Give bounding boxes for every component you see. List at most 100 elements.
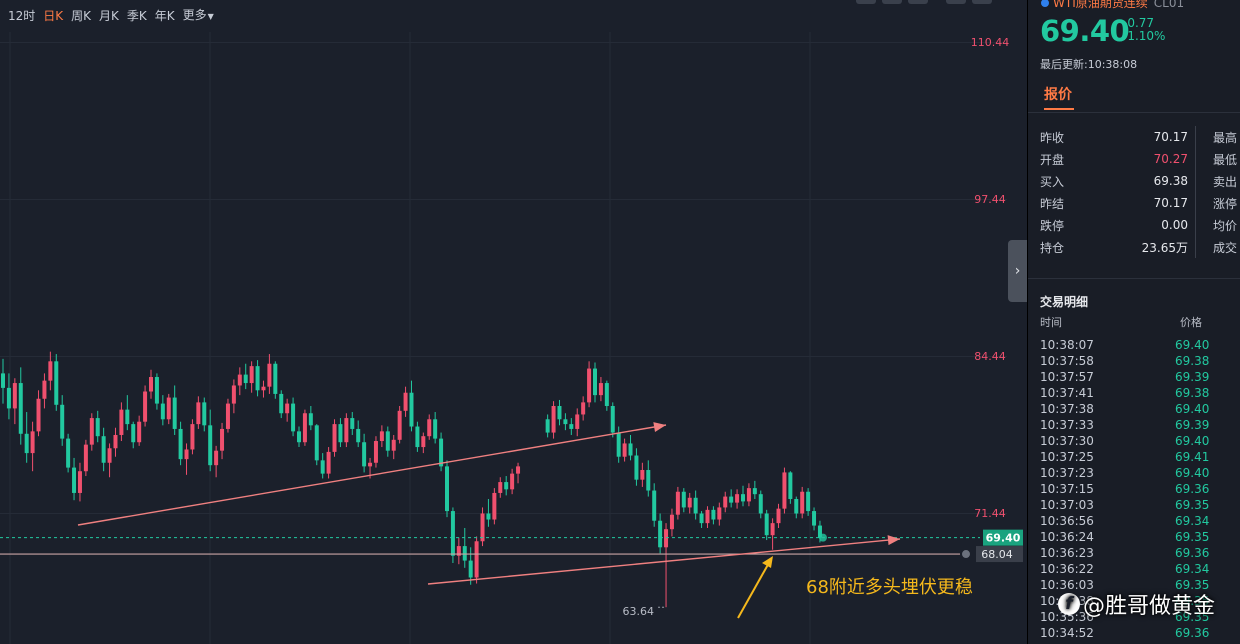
candle-body bbox=[669, 514, 674, 530]
candle-body bbox=[237, 374, 242, 386]
chart-tool-button[interactable] bbox=[908, 0, 928, 4]
candle-body bbox=[231, 385, 236, 404]
trade-time: 10:36:23 bbox=[1040, 546, 1094, 560]
chart-area[interactable]: 12时 日K 周K 月K 季K 年K 更多▼ 110.44 97.44 84.44 7… bbox=[0, 0, 1027, 644]
annotation-arrow-head bbox=[762, 556, 773, 568]
trade-row: 10:36:56 69.34 bbox=[1040, 513, 1209, 529]
instrument-code: CL01 bbox=[1153, 0, 1185, 10]
candle-body bbox=[800, 491, 805, 514]
instrument-name: WTI原油期货连续 CL01 bbox=[1041, 0, 1184, 11]
tf-month[interactable]: 月K bbox=[99, 9, 119, 23]
candle-body bbox=[368, 462, 373, 467]
chart-tool-button[interactable] bbox=[856, 0, 876, 4]
trade-time: 10:37:25 bbox=[1040, 450, 1094, 464]
tf-12h[interactable]: 12时 bbox=[8, 9, 36, 23]
candle-body bbox=[675, 491, 680, 515]
trade-time: 10:38:07 bbox=[1040, 338, 1094, 352]
candle-body bbox=[812, 511, 817, 526]
candle-body bbox=[776, 508, 781, 524]
candle-body bbox=[243, 374, 248, 384]
tf-quarter[interactable]: 季K bbox=[126, 9, 147, 23]
trades-title: 交易明细 bbox=[1040, 295, 1089, 309]
chart-tool-button[interactable] bbox=[946, 0, 966, 4]
candle-body bbox=[581, 402, 586, 415]
candle-body bbox=[711, 509, 716, 520]
candle-body bbox=[397, 410, 402, 440]
trade-row: 10:36:22 69.34 bbox=[1040, 561, 1209, 577]
price-change: -0.77 -1.10% bbox=[1123, 17, 1165, 43]
candle-body bbox=[480, 513, 485, 542]
divider bbox=[1028, 278, 1240, 279]
quote-label: 买入 bbox=[1040, 174, 1065, 189]
trade-price: 69.38 bbox=[1175, 386, 1210, 400]
candle-body bbox=[817, 525, 822, 538]
candle-body bbox=[741, 494, 745, 502]
chevron-down-icon: ▼ bbox=[207, 12, 214, 21]
collapse-panel-button[interactable]: › bbox=[1008, 240, 1027, 302]
axis-labels: 110.44 97.44 84.44 71.44 69.40 68.04 63.64 68附近… bbox=[623, 36, 1023, 618]
candle-body bbox=[664, 529, 669, 548]
trade-time: 10:37:23 bbox=[1040, 466, 1094, 480]
candle-body bbox=[433, 419, 438, 439]
quote-row: 开盘 70.27 最低 bbox=[1040, 148, 1237, 170]
candle-body bbox=[640, 470, 645, 480]
trade-price: 69.36 bbox=[1175, 546, 1210, 560]
candle-body bbox=[462, 546, 467, 561]
trade-time: 10:36:22 bbox=[1040, 562, 1094, 576]
trade-time: 10:35:36 bbox=[1040, 610, 1094, 624]
trade-row: 10:37:25 69.41 bbox=[1040, 449, 1209, 465]
candle-body bbox=[60, 404, 65, 439]
quote-value: 23.65万 bbox=[1088, 236, 1196, 258]
candle-body bbox=[350, 418, 355, 429]
change-value: -0.77 bbox=[1123, 16, 1155, 30]
candle-body bbox=[551, 405, 556, 433]
candle-body bbox=[178, 428, 183, 460]
tf-year[interactable]: 年K bbox=[154, 9, 175, 23]
candle-body bbox=[95, 418, 100, 437]
candle-body bbox=[391, 439, 396, 451]
candle-body bbox=[326, 451, 331, 474]
candle-body bbox=[362, 442, 367, 467]
candle-body bbox=[450, 511, 455, 556]
trade-price: 69.40 bbox=[1175, 434, 1210, 448]
trade-time: 10:36:03 bbox=[1040, 578, 1094, 592]
quote-row: 持仓 23.65万 成交 bbox=[1040, 236, 1237, 258]
last-price: 69.40 bbox=[1040, 14, 1130, 48]
chart-tool-button[interactable] bbox=[882, 0, 902, 4]
trade-price: 69.40 bbox=[1175, 402, 1210, 416]
chevron-right-icon: › bbox=[1014, 263, 1021, 279]
trade-row: 10:36:03 69.35 bbox=[1040, 577, 1209, 593]
quote-label: 持仓 bbox=[1040, 240, 1065, 255]
chart-grid bbox=[0, 32, 1007, 644]
candle-body bbox=[308, 413, 313, 426]
candle-body bbox=[30, 431, 35, 454]
tf-more[interactable]: 更多▼ bbox=[179, 0, 218, 33]
watermark-text: @胜哥做黄金 bbox=[1083, 594, 1216, 619]
quote-label: 跌停 bbox=[1040, 218, 1065, 233]
candle-body bbox=[54, 361, 59, 405]
y-tick-label: 110.44 bbox=[971, 36, 1010, 49]
candle-body bbox=[456, 546, 461, 556]
chart-tool-button[interactable] bbox=[972, 0, 992, 4]
chart-tool-buttons bbox=[856, 0, 992, 4]
last-update: 最后更新:10:38:08 bbox=[1040, 58, 1138, 71]
trade-price: 69.39 bbox=[1175, 370, 1210, 384]
quote-label: 卖出 bbox=[1213, 174, 1238, 189]
candle-body bbox=[190, 424, 195, 450]
trade-row: 10:37:57 69.39 bbox=[1040, 369, 1209, 385]
candle-body bbox=[267, 363, 272, 387]
candle-body bbox=[143, 391, 148, 422]
trendline-upper-head bbox=[653, 422, 666, 432]
candle-body bbox=[764, 513, 769, 536]
trade-price: 69.34 bbox=[1175, 514, 1210, 528]
trades-list: 10:38:07 69.40 10:37:58 69.38 10:37:57 69.39 1… bbox=[1040, 337, 1209, 641]
tab-quote[interactable]: 报价 bbox=[1044, 87, 1072, 103]
timeframe-toolbar: 12时 日K 周K 月K 季K 年K 更多▼ bbox=[0, 0, 218, 32]
trade-price: 69.39 bbox=[1175, 418, 1210, 432]
trade-time: 10:37:15 bbox=[1040, 482, 1094, 496]
annotation-text: 68附近多头埋伏更稳 bbox=[806, 577, 973, 598]
quote-label: 涨停 bbox=[1213, 196, 1238, 211]
candle-body bbox=[344, 418, 349, 443]
tf-day[interactable]: 日K bbox=[43, 9, 64, 23]
tf-week[interactable]: 周K bbox=[71, 9, 92, 23]
